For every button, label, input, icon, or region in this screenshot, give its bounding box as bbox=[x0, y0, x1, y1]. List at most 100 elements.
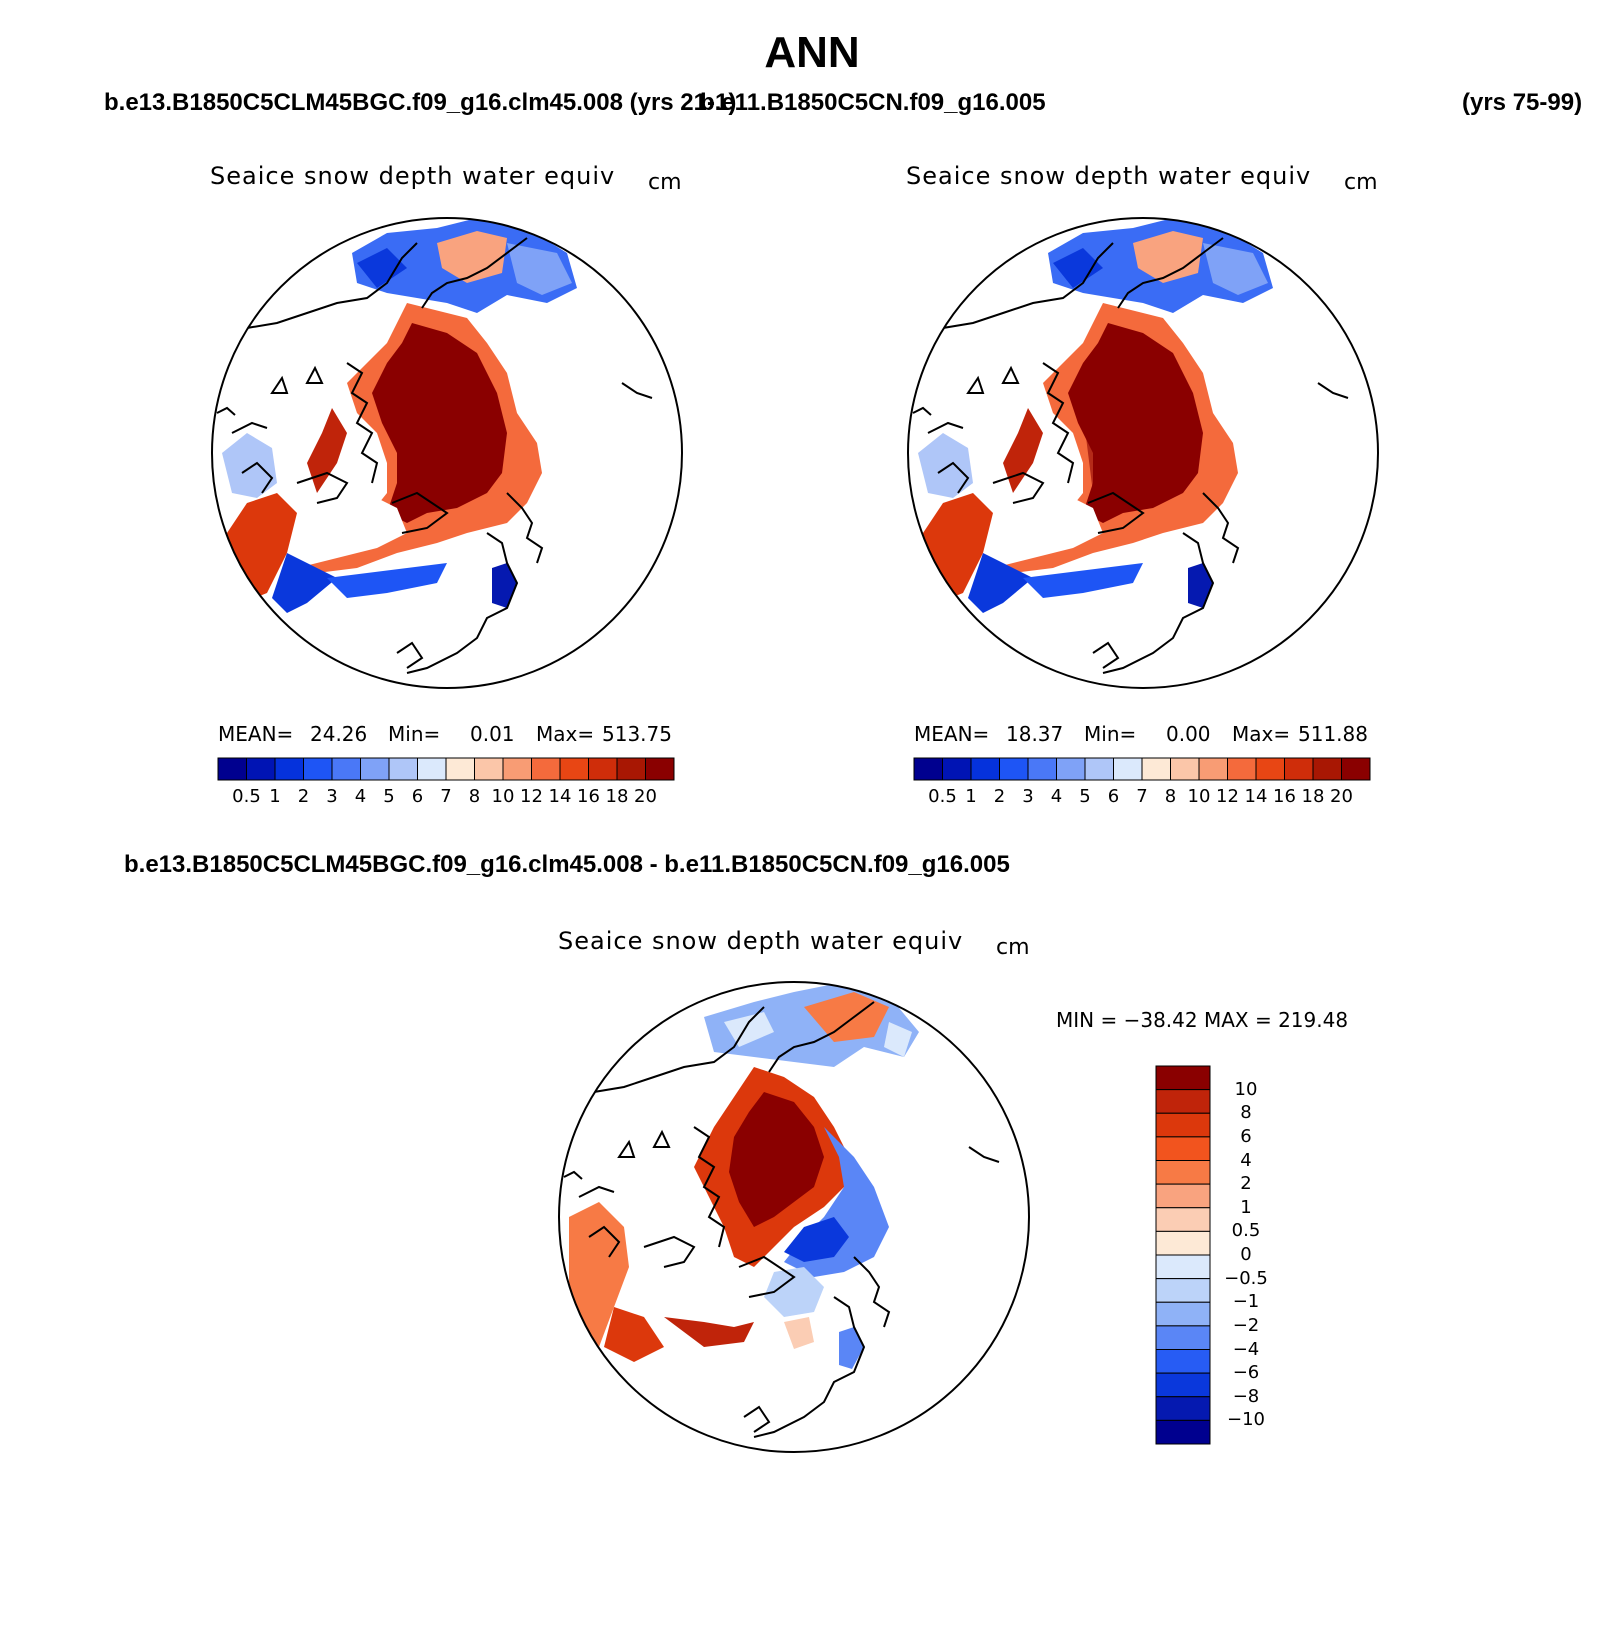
colorbar2-tick-label: 20 bbox=[1330, 786, 1353, 807]
colorbar3-swatch-4 bbox=[1155, 1160, 1211, 1185]
colorbar2-tick-label: 1 bbox=[965, 786, 977, 807]
colorbar1-tick-label: 5 bbox=[383, 786, 395, 807]
colorbar3-swatch-3 bbox=[1155, 1136, 1211, 1161]
colorbar2-tick-label: 12 bbox=[1216, 786, 1239, 807]
colorbar3-tick-label: 10 bbox=[1234, 1078, 1258, 1100]
colorbar2-swatch-9 bbox=[1170, 757, 1200, 781]
colorbar3-swatch-10 bbox=[1155, 1301, 1211, 1327]
panel1-min-label: Min= bbox=[388, 722, 441, 746]
colorbar3-swatch-2 bbox=[1155, 1112, 1211, 1138]
colorbar1-tick-label: 14 bbox=[548, 786, 572, 807]
colorbar2-tick-label: 5 bbox=[1079, 786, 1091, 807]
diff-label: b.e13.B1850C5CLM45BGC.f09_g16.clm45.008 … bbox=[124, 851, 1010, 878]
colorbar2-tick-label: 18 bbox=[1301, 786, 1325, 807]
panel2-mean-label: MEAN= bbox=[914, 722, 990, 746]
colorbar2-swatch-8 bbox=[1141, 757, 1171, 781]
panel1-max: 513.75 bbox=[602, 722, 672, 746]
colorbar3-swatch-11 bbox=[1155, 1325, 1211, 1350]
case1-label: b.e13.B1850C5CLM45BGC.f09_g16.clm45.008 … bbox=[104, 89, 737, 116]
panel1-variable: Seaice snow depth water equiv bbox=[210, 162, 616, 190]
panel2-min-label: Min= bbox=[1084, 722, 1137, 746]
colorbar3-swatch-15 bbox=[1155, 1419, 1211, 1445]
colorbar1-tick-label: 7 bbox=[440, 786, 452, 807]
colorbar2-swatch-6 bbox=[1084, 757, 1114, 781]
colorbar2-swatch-12 bbox=[1255, 757, 1285, 781]
colorbar2-swatch-11 bbox=[1227, 757, 1257, 781]
colorbar3-swatch-1 bbox=[1155, 1089, 1211, 1114]
colorbar2-swatch-2 bbox=[970, 757, 1000, 781]
panel1-mean-label: MEAN= bbox=[218, 722, 294, 746]
colorbar3-tick-label: 1 bbox=[1240, 1196, 1252, 1218]
case2-years: (yrs 75-99) bbox=[1462, 89, 1583, 116]
colorbar1-swatch-5 bbox=[360, 757, 390, 781]
colorbar3-tick-label: −0.5 bbox=[1224, 1267, 1268, 1289]
colorbar2-tick-label: 10 bbox=[1187, 786, 1211, 807]
colorbar2-tick-label: 14 bbox=[1244, 786, 1268, 807]
colorbar1-tick-label: 18 bbox=[605, 786, 629, 807]
colorbar2-swatch-10 bbox=[1198, 757, 1228, 781]
colorbar2-tick-label: 2 bbox=[993, 786, 1006, 807]
panel2-min: 0.00 bbox=[1166, 722, 1211, 746]
diff-minmax: MIN = −38.42 MAX = 219.48 bbox=[1056, 1008, 1349, 1032]
colorbar1-swatch-2 bbox=[274, 757, 304, 781]
colorbar3-swatch-5 bbox=[1155, 1183, 1211, 1209]
panel2-units: cm bbox=[1344, 170, 1378, 195]
colorbar3-swatch-7 bbox=[1155, 1230, 1211, 1256]
colorbar3-tick-label: −1 bbox=[1232, 1291, 1260, 1313]
colorbar1-tick-label: 4 bbox=[354, 786, 367, 807]
colorbar1-swatch-13 bbox=[588, 757, 618, 781]
colorbar2-swatch-3 bbox=[999, 757, 1029, 781]
colorbar2-tick-label: 0.5 bbox=[928, 786, 957, 807]
colorbar1-tick-label: 6 bbox=[411, 786, 424, 807]
colorbar1-swatch-4 bbox=[331, 757, 361, 781]
colorbar1-swatch-3 bbox=[303, 757, 333, 781]
colorbar3-tick-label: 6 bbox=[1240, 1125, 1252, 1147]
panel1-mean: 24.26 bbox=[310, 722, 368, 746]
colorbar3-swatch-6 bbox=[1155, 1207, 1211, 1232]
colorbar1-tick-label: 20 bbox=[634, 786, 657, 807]
panel1-min: 0.01 bbox=[470, 722, 515, 746]
colorbar2-swatch-13 bbox=[1284, 757, 1314, 781]
colorbar3 bbox=[1155, 1065, 1211, 1445]
colorbar1-tick-label: 8 bbox=[468, 786, 481, 807]
panel2-max: 511.88 bbox=[1298, 722, 1368, 746]
panel1-max-label: Max= bbox=[536, 722, 595, 746]
colorbar3-tick-label: 0.5 bbox=[1231, 1220, 1261, 1242]
colorbar2-tick-label: 3 bbox=[1022, 786, 1034, 807]
colorbar1-swatch-7 bbox=[417, 757, 447, 781]
colorbar2 bbox=[913, 757, 1371, 781]
colorbar1-tick-label: 1 bbox=[269, 786, 281, 807]
colorbar1-tick-label: 3 bbox=[326, 786, 338, 807]
colorbar1 bbox=[217, 757, 675, 781]
panel2-max-label: Max= bbox=[1232, 722, 1291, 746]
colorbar3-tick-label: 2 bbox=[1240, 1173, 1252, 1195]
colorbar3-tick-label: −8 bbox=[1232, 1385, 1260, 1407]
colorbar1-swatch-11 bbox=[531, 757, 561, 781]
colorbar3-swatch-8 bbox=[1155, 1254, 1211, 1280]
colorbar1-tick-label: 2 bbox=[297, 786, 310, 807]
colorbar2-tick-label: 6 bbox=[1107, 786, 1120, 807]
colorbar2-swatch-15 bbox=[1341, 757, 1371, 781]
panel2-map bbox=[907, 217, 1379, 689]
colorbar2-tick-label: 16 bbox=[1273, 786, 1296, 807]
colorbar2-tick-label: 7 bbox=[1136, 786, 1148, 807]
colorbar1-swatch-12 bbox=[559, 757, 589, 781]
colorbar2-tick-label: 4 bbox=[1050, 786, 1063, 807]
colorbar1-swatch-6 bbox=[388, 757, 418, 781]
main-title: ANN bbox=[764, 28, 860, 77]
colorbar3-swatch-9 bbox=[1155, 1278, 1211, 1303]
colorbar1-tick-label: 12 bbox=[520, 786, 543, 807]
panel2-mean: 18.37 bbox=[1006, 722, 1064, 746]
colorbar2-swatch-7 bbox=[1113, 757, 1143, 781]
diff-variable: Seaice snow depth water equiv bbox=[558, 927, 964, 955]
colorbar3-tick-label: 4 bbox=[1240, 1149, 1252, 1171]
colorbar1-swatch-15 bbox=[645, 757, 675, 781]
colorbar2-tick-label: 8 bbox=[1164, 786, 1177, 807]
colorbar3-swatch-14 bbox=[1155, 1396, 1211, 1421]
colorbar3-tick-label: −2 bbox=[1232, 1314, 1260, 1336]
colorbar3-swatch-13 bbox=[1155, 1372, 1211, 1398]
diff-map bbox=[558, 981, 1030, 1453]
colorbar3-swatch-0 bbox=[1155, 1065, 1211, 1091]
colorbar3-tick-label: 8 bbox=[1240, 1102, 1252, 1124]
